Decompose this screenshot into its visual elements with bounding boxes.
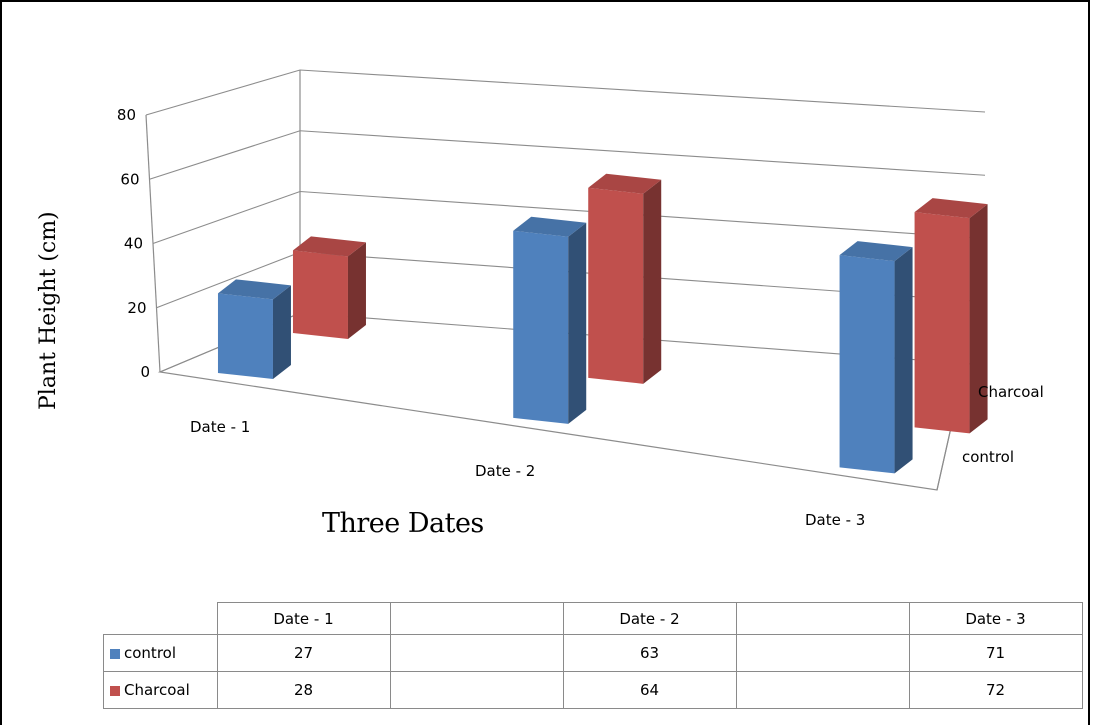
bars xyxy=(217,173,988,474)
bar-top xyxy=(217,279,291,300)
table-row: control 27 63 71 xyxy=(103,634,1083,672)
category-labels: Date - 1 Date - 2 Date - 3 xyxy=(190,418,865,529)
table-header-cell xyxy=(735,602,910,635)
gridline xyxy=(145,69,986,116)
bar-top xyxy=(588,173,662,194)
bar-front xyxy=(839,255,895,474)
table-header-cell xyxy=(389,602,564,635)
table-cell xyxy=(735,634,910,672)
chart-area: 0 20 40 60 80 Date - 1 Date - 2 Date - 3 contr… xyxy=(36,69,1044,539)
bar-top xyxy=(292,236,366,257)
y-tick-label: 0 xyxy=(140,363,150,381)
bar-front xyxy=(588,187,644,384)
bar-front xyxy=(217,293,273,379)
table-header-cell: Date - 1 xyxy=(216,602,391,635)
table-cell: 72 xyxy=(908,671,1083,709)
x-category-label: Date - 2 xyxy=(475,462,535,480)
legend-swatch-charcoal xyxy=(110,685,120,696)
y-tick-label: 60 xyxy=(120,170,139,188)
x-category-label: Date - 1 xyxy=(190,418,250,436)
bar-charcoal-2 xyxy=(914,198,988,434)
series-depth-labels: control Charcoal xyxy=(962,383,1044,466)
table-cell: 64 xyxy=(562,671,737,709)
x-category-label: Date - 3 xyxy=(805,511,865,529)
bar-front xyxy=(513,230,569,424)
bar-side xyxy=(643,179,662,384)
bar-side xyxy=(272,285,291,379)
series-depth-label: control xyxy=(962,448,1014,466)
gridline xyxy=(152,190,986,245)
legend-label-charcoal: Charcoal xyxy=(124,681,190,699)
table-row-header-charcoal: Charcoal xyxy=(103,671,218,709)
table-row: Charcoal 28 64 72 xyxy=(103,671,1083,709)
legend-label-control: control xyxy=(124,644,176,662)
table-row-header-control: control xyxy=(103,634,218,672)
bar-side xyxy=(347,242,366,339)
data-table: Date - 1 Date - 2 Date - 3 control 27 63… xyxy=(103,602,1083,709)
bar-top xyxy=(839,241,913,262)
series-depth-label: Charcoal xyxy=(978,383,1044,401)
table-cell xyxy=(389,634,564,672)
x-axis-title: Three Dates xyxy=(322,508,484,539)
table-cell: 63 xyxy=(562,634,737,672)
table-cell xyxy=(735,671,910,709)
bar-front xyxy=(914,212,970,434)
bar-top xyxy=(513,216,587,237)
table-cell: 27 xyxy=(216,634,391,672)
y-tick-label: 20 xyxy=(127,299,146,317)
bar-control-2 xyxy=(839,241,913,474)
y-tick-labels: 0 20 40 60 80 xyxy=(117,106,150,381)
table-corner xyxy=(103,602,218,635)
table-header-cell: Date - 2 xyxy=(562,602,737,635)
bar-side xyxy=(568,222,587,424)
y-tick-label: 40 xyxy=(124,235,143,253)
bar-control-1 xyxy=(513,216,587,424)
bar-charcoal-1 xyxy=(588,173,662,384)
table-header-cell: Date - 3 xyxy=(908,602,1083,635)
gridline xyxy=(149,130,986,180)
bar-side xyxy=(894,247,913,474)
legend-swatch-control xyxy=(110,648,120,659)
bar-front xyxy=(292,250,348,339)
table-cell: 28 xyxy=(216,671,391,709)
table-cell: 71 xyxy=(908,634,1083,672)
bar-control-0 xyxy=(217,279,291,379)
bar-charcoal-0 xyxy=(292,236,366,339)
bar-side xyxy=(969,204,988,434)
table-header-row: Date - 1 Date - 2 Date - 3 xyxy=(103,602,1083,635)
bar-top xyxy=(914,198,988,219)
table-cell xyxy=(389,671,564,709)
y-axis-title: Plant Height (cm) xyxy=(36,211,61,410)
y-tick-label: 80 xyxy=(117,106,136,124)
